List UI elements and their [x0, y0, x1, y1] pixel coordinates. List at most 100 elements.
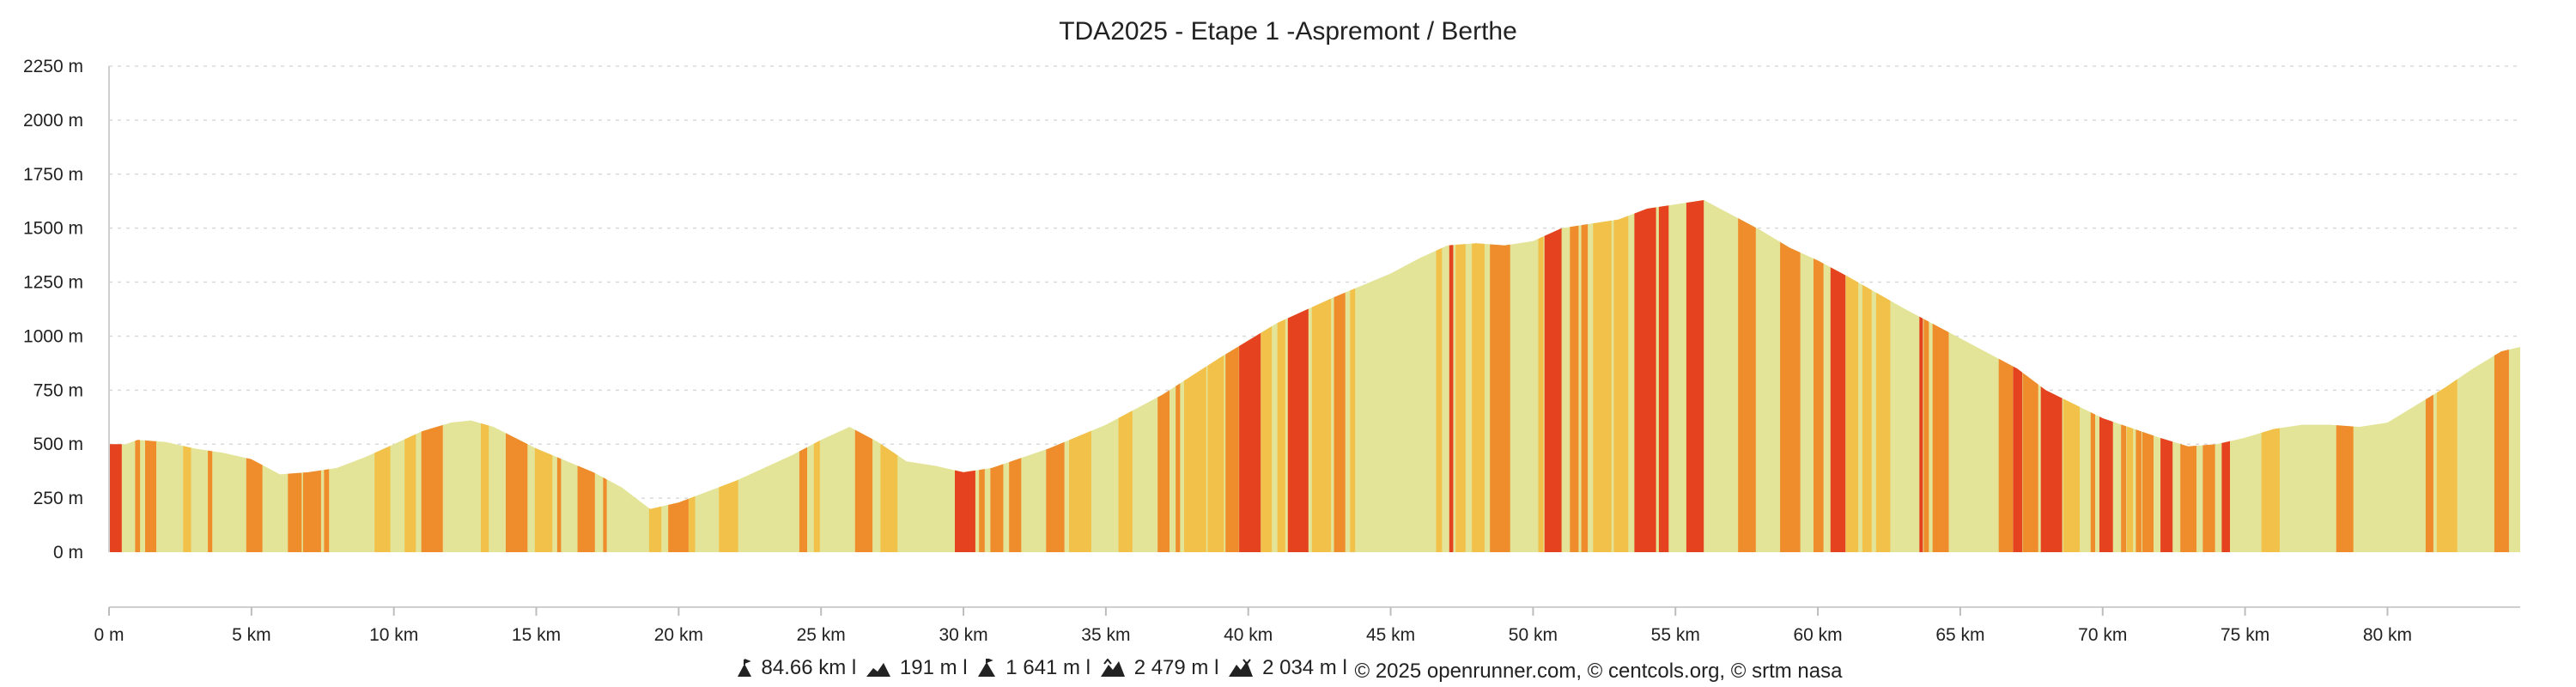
slope-band: [1593, 200, 1612, 552]
distance-stat: 84.66 km l: [736, 656, 856, 680]
elevation-chart: 0 m 250 m 500 m 750 m 1000 m 1250 m 1500 m 1750…: [23, 57, 2520, 645]
slope-band: [2090, 200, 2095, 552]
slope-band: [1118, 200, 1133, 552]
slope-band: [1184, 200, 1206, 552]
max-altitude-value: 1 641 m l: [1005, 656, 1091, 679]
chart-title: TDA2025 - Etape 1 -Aspremont / Berthe: [1059, 17, 1517, 46]
slope-band: [2202, 200, 2215, 552]
y-tick-label: 500 m: [33, 435, 83, 454]
slope-band: [183, 200, 191, 552]
distance-icon: [737, 659, 751, 677]
slope-band: [2494, 200, 2509, 552]
x-tick-label: 20 km: [654, 625, 703, 645]
slope-band: [1436, 200, 1443, 552]
slope-band: [2121, 200, 2127, 552]
min-altitude-icon: [866, 663, 890, 677]
slope-band: [1538, 200, 1544, 552]
elevation-area: [109, 200, 2520, 552]
slope-band: [1157, 200, 1170, 552]
slope-band: [1544, 200, 1562, 552]
descent-icon: [1229, 659, 1254, 677]
slope-band: [374, 200, 391, 552]
x-tick-label: 75 km: [2221, 625, 2269, 645]
slope-band: [2013, 200, 2023, 552]
x-tick-label: 55 km: [1651, 625, 1700, 645]
slope-band: [246, 200, 263, 552]
y-tick-label: 2250 m: [23, 57, 83, 76]
x-tick-label: 30 km: [939, 625, 987, 645]
slope-band: [1613, 200, 1629, 552]
slope-band: [1814, 200, 1824, 552]
slope-band: [880, 200, 898, 552]
slope-band: [2160, 200, 2173, 552]
slope-band: [668, 200, 689, 552]
slope-band: [288, 200, 302, 552]
slope-band: [1923, 200, 1929, 552]
slope-band: [421, 200, 443, 552]
x-tick-label: 80 km: [2363, 625, 2412, 645]
slope-band: [1490, 200, 1510, 552]
slope-band: [2180, 200, 2196, 552]
slope-band: [1277, 200, 1285, 552]
slope-band: [208, 200, 213, 552]
slope-band: [648, 200, 662, 552]
slope-band: [556, 200, 562, 552]
slope-band: [1862, 200, 1872, 552]
slope-band: [799, 200, 807, 552]
y-tick-label: 250 m: [33, 489, 83, 508]
x-tick-label: 65 km: [1935, 625, 1984, 645]
slope-band: [1570, 200, 1579, 552]
slope-band: [1009, 200, 1022, 552]
slope-band: [109, 200, 122, 552]
slope-band: [506, 200, 528, 552]
slope-band: [979, 200, 985, 552]
max-altitude-icon: [978, 659, 996, 677]
slope-band: [1780, 200, 1801, 552]
ascent-icon: [1100, 659, 1125, 677]
slope-band: [1875, 200, 1891, 552]
slope-band: [1845, 200, 1859, 552]
stats-footer: 84.66 km l 191 m l 1 641 m l 2 479 m l 2…: [0, 656, 2576, 684]
slope-band: [302, 200, 321, 552]
slope-band: [1472, 200, 1485, 552]
slope-band: [1239, 200, 1261, 552]
slope-band: [1176, 200, 1181, 552]
slope-band: [1932, 200, 1949, 552]
negative-elevation-stat: 2 034 m l: [1228, 656, 1347, 680]
x-tick-label: 70 km: [2078, 625, 2127, 645]
slope-band: [1919, 200, 1923, 552]
slope-band: [2221, 200, 2230, 552]
max-altitude-stat: 1 641 m l: [976, 656, 1091, 680]
x-tick-label: 60 km: [1793, 625, 1842, 645]
slope-band: [1225, 200, 1239, 552]
positive-elevation-stat: 2 479 m l: [1100, 656, 1218, 680]
x-tick-label: 50 km: [1509, 625, 1558, 645]
slope-band: [1998, 200, 2014, 552]
slope-band: [1449, 200, 1454, 552]
x-tick-label: 15 km: [512, 625, 561, 645]
x-tick-label: 5 km: [232, 625, 271, 645]
slope-band: [2099, 200, 2113, 552]
x-tick-label: 0 m: [94, 625, 124, 645]
slope-band: [2436, 200, 2458, 552]
slope-band: [324, 200, 330, 552]
slope-band: [2142, 200, 2154, 552]
y-tick-label: 1500 m: [23, 219, 83, 239]
slope-band: [2022, 200, 2038, 552]
slope-band: [135, 200, 141, 552]
slope-band: [1634, 200, 1656, 552]
y-tick-label: 1750 m: [23, 165, 83, 185]
slope-band: [689, 200, 696, 552]
slope-band: [1311, 200, 1332, 552]
slope-band: [813, 200, 820, 552]
slope-band: [2136, 200, 2142, 552]
slope-band: [1207, 200, 1224, 552]
slope-band: [2063, 200, 2080, 552]
x-tick-label: 25 km: [797, 625, 846, 645]
slope-band: [1334, 200, 1346, 552]
slope-band: [1261, 200, 1273, 552]
slope-band: [1686, 200, 1704, 552]
slope-band: [534, 200, 553, 552]
slope-band: [2425, 200, 2433, 552]
slope-band: [2040, 200, 2063, 552]
